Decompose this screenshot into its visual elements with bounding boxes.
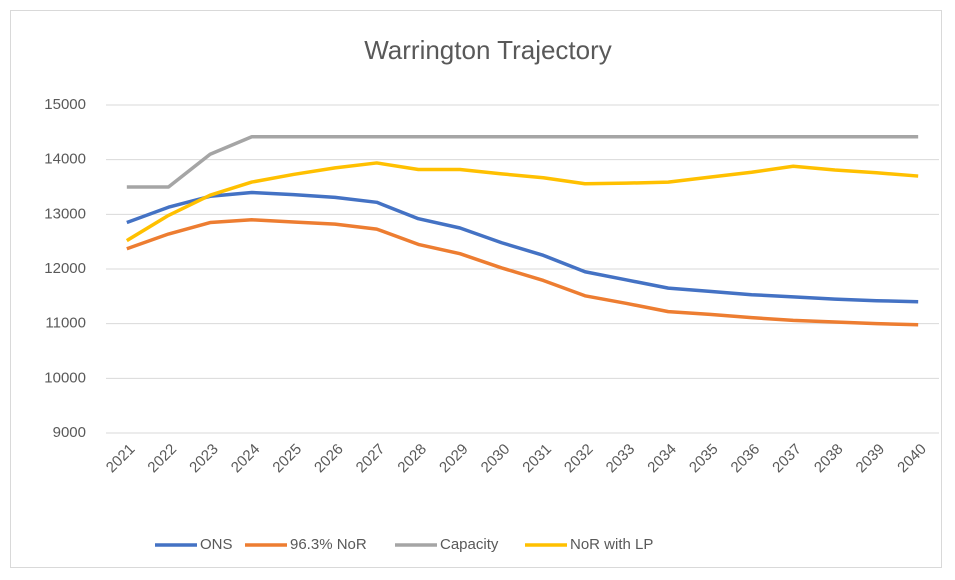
chart-border <box>10 10 942 568</box>
legend-label: Capacity <box>440 536 499 553</box>
line <box>125 161 919 243</box>
y-tick-label: 14000 <box>44 151 86 168</box>
legend-label: NoR with LP <box>570 536 653 553</box>
y-tick-label: 9000 <box>53 424 86 441</box>
chart-title: Warrington Trajectory <box>364 35 612 65</box>
line <box>126 190 919 304</box>
y-tick-label: 10000 <box>44 369 86 386</box>
y-tick-label: 13000 <box>44 205 86 222</box>
line <box>126 134 919 189</box>
legend-label: ONS <box>200 536 233 553</box>
y-tick-label: 11000 <box>45 315 86 332</box>
legend-label: 96.3% NoR <box>290 536 367 553</box>
line <box>126 218 919 327</box>
y-tick-label: 15000 <box>44 96 86 113</box>
y-tick-label: 12000 <box>44 260 86 277</box>
